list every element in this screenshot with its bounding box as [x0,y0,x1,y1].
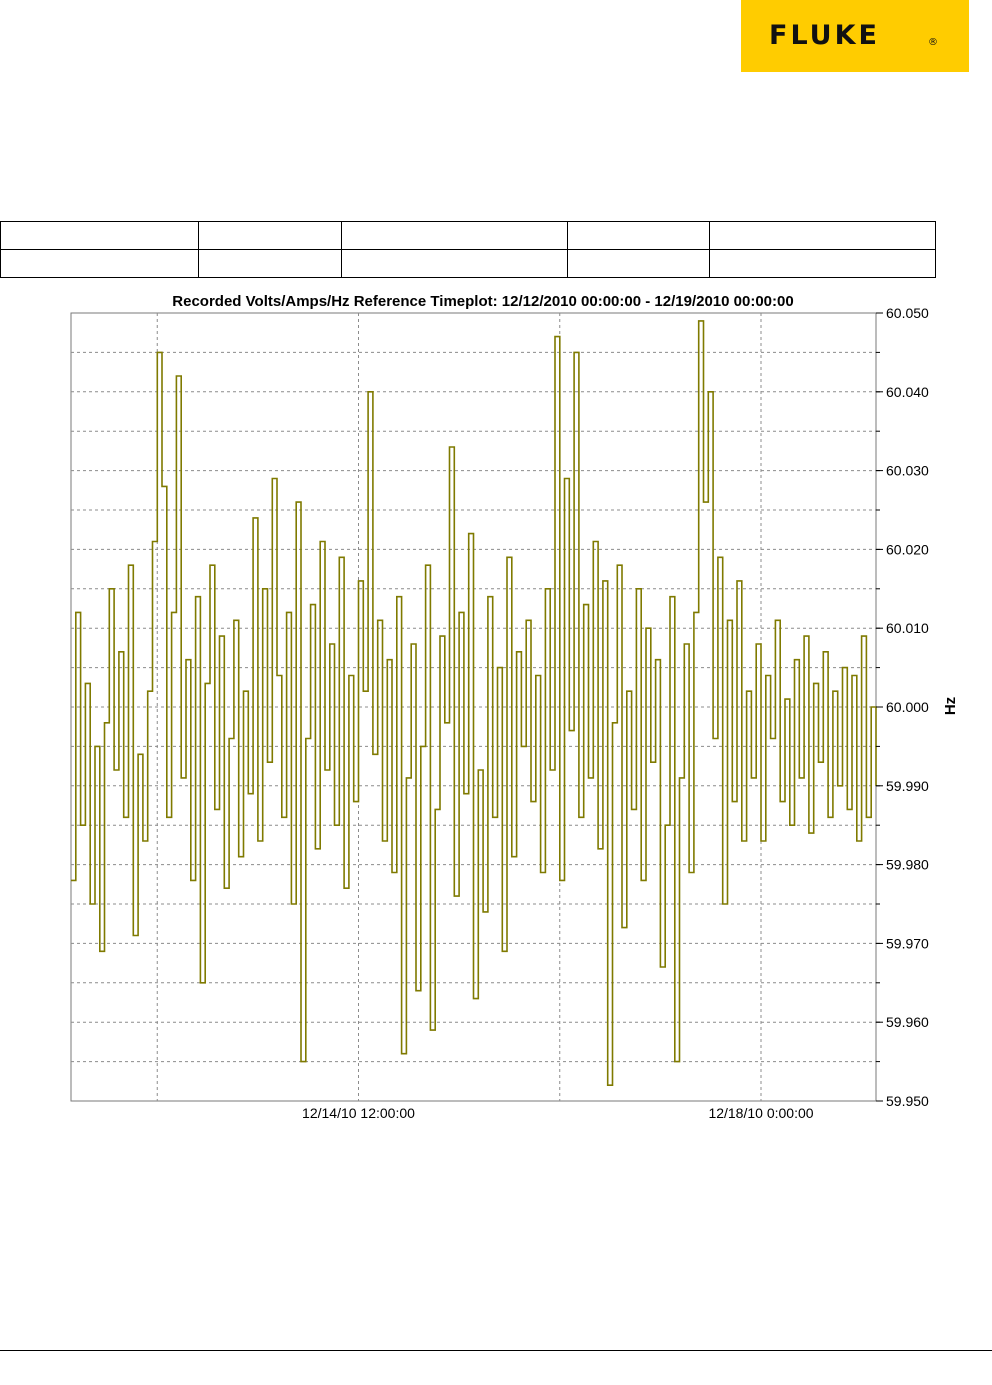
page-footer-rule [0,1350,992,1351]
y-tick-label: 60.010 [886,620,929,636]
table-cell [197,221,342,250]
y-axis-label: Hz [942,697,959,715]
logo-wordmark: FLUKE [769,20,880,51]
timeplot-svg: Recorded Volts/Amps/Hz Reference Timeplo… [70,293,959,1121]
y-tick-label: 60.030 [886,463,929,479]
table-row [0,221,936,250]
table-cell [0,221,199,250]
y-tick-label: 59.990 [886,778,929,794]
y-tick-label: 59.970 [886,935,929,951]
x-tick-label: 12/18/10 0:00:00 [708,1105,813,1121]
y-tick-label: 59.980 [886,857,929,873]
table-cell [567,249,711,278]
series-frequency [71,320,877,1086]
table-cell [709,221,936,250]
x-axis-ticks: 12/14/10 12:00:00 12/18/10 0:00:00 [302,1105,814,1121]
y-tick-label: 60.040 [886,384,929,400]
table-cell [340,249,569,278]
table-cell [709,249,936,278]
fluke-logo: FLUKE ® [741,0,969,72]
table-cell [197,249,342,278]
summary-table [0,221,936,278]
y-tick-label: 60.050 [886,305,929,321]
table-cell [567,221,711,250]
table-row [0,249,936,278]
chart-title: Recorded Volts/Amps/Hz Reference Timeplo… [172,293,793,310]
y-tick-label: 59.960 [886,1014,929,1030]
y-tick-label: 59.950 [886,1093,929,1109]
timeplot-chart: Recorded Volts/Amps/Hz Reference Timeplo… [0,284,992,1124]
x-tick-label: 12/14/10 12:00:00 [302,1105,415,1121]
y-tick-label: 60.020 [886,541,929,557]
series-line [71,320,877,1086]
y-tick-label: 60.000 [886,699,929,715]
registered-mark: ® [928,37,938,48]
table-cell [340,221,569,250]
y-axis-ticks: 60.050 60.040 60.030 60.020 60.010 60.000 59.9… [876,305,929,1109]
table-cell [0,249,199,278]
